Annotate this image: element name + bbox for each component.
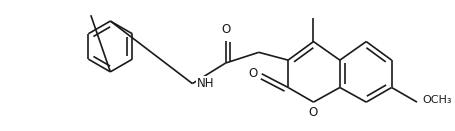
Text: O: O [248, 67, 258, 80]
Text: OCH₃: OCH₃ [422, 95, 451, 105]
Text: NH: NH [197, 77, 215, 90]
Text: O: O [309, 106, 318, 119]
Text: O: O [221, 23, 230, 36]
